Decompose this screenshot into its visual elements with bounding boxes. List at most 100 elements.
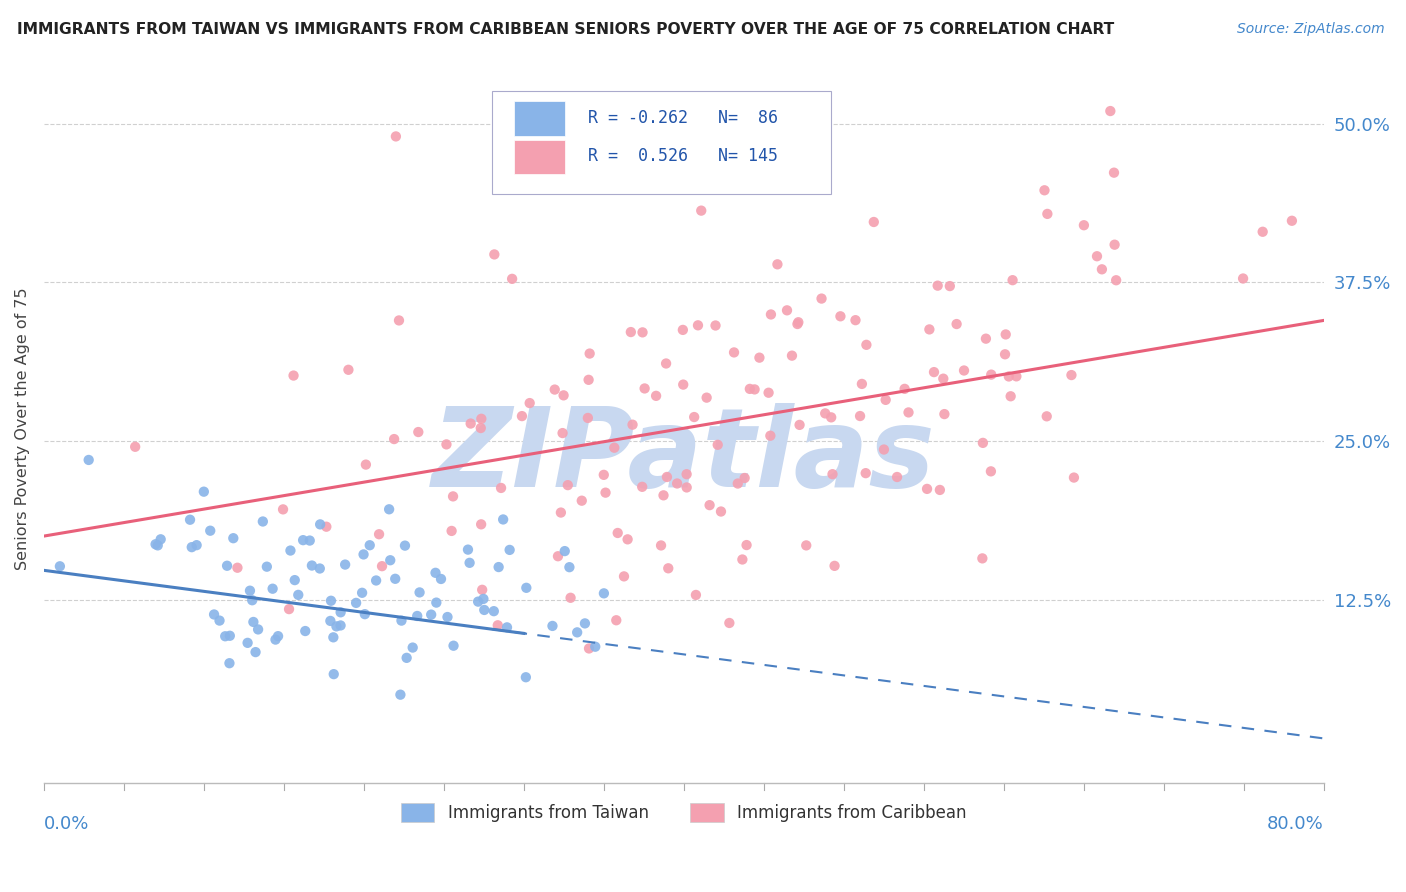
Point	[179, 513, 201, 527]
Point	[980, 368, 1002, 382]
Point	[655, 357, 678, 371]
Point	[325, 619, 347, 633]
Point	[353, 548, 375, 562]
Point	[593, 586, 616, 600]
Point	[606, 526, 628, 541]
Point	[1001, 273, 1024, 287]
Bar	[513, 140, 565, 174]
Point	[994, 327, 1017, 342]
Point	[824, 558, 846, 573]
Point	[402, 640, 425, 655]
Point	[897, 405, 920, 419]
Point	[301, 558, 323, 573]
Point	[430, 572, 453, 586]
Point	[560, 591, 582, 605]
Point	[696, 391, 718, 405]
Point	[344, 596, 367, 610]
Point	[683, 410, 706, 425]
Point	[934, 407, 956, 421]
Point	[443, 639, 465, 653]
Point	[267, 629, 290, 643]
Point	[980, 464, 1002, 478]
Point	[498, 542, 520, 557]
Point	[567, 625, 589, 640]
Point	[489, 481, 512, 495]
Point	[690, 203, 713, 218]
Point	[766, 257, 789, 271]
Point	[932, 372, 955, 386]
Point	[440, 524, 463, 538]
Point	[1035, 409, 1057, 424]
Point	[1000, 389, 1022, 403]
Point	[245, 645, 267, 659]
Point	[457, 542, 479, 557]
Point	[278, 602, 301, 616]
Point	[666, 476, 689, 491]
Point	[939, 279, 962, 293]
Point	[471, 582, 494, 597]
Point	[1102, 166, 1125, 180]
Point	[284, 573, 307, 587]
Point	[583, 640, 606, 654]
Point	[472, 603, 495, 617]
Point	[236, 636, 259, 650]
Point	[1232, 271, 1254, 285]
Point	[1104, 237, 1126, 252]
Text: 80.0%: 80.0%	[1267, 815, 1324, 833]
Point	[218, 657, 240, 671]
Point	[283, 368, 305, 383]
Point	[723, 345, 745, 359]
Point	[322, 667, 344, 681]
Point	[186, 538, 208, 552]
Point	[322, 630, 344, 644]
Point	[247, 623, 270, 637]
Legend: Immigrants from Taiwan, Immigrants from Caribbean: Immigrants from Taiwan, Immigrants from …	[395, 796, 973, 829]
Point	[217, 558, 239, 573]
Point	[605, 613, 627, 627]
Point	[436, 610, 458, 624]
Text: R =  0.526   N= 145: R = 0.526 N= 145	[588, 147, 778, 165]
Point	[256, 559, 278, 574]
Point	[578, 641, 600, 656]
Bar	[513, 102, 565, 136]
Point	[675, 480, 697, 494]
Point	[862, 215, 884, 229]
Point	[652, 488, 675, 502]
Point	[974, 332, 997, 346]
Point	[222, 531, 245, 545]
Point	[470, 411, 492, 425]
Point	[820, 410, 842, 425]
Text: IMMIGRANTS FROM TAIWAN VS IMMIGRANTS FROM CARIBBEAN SENIORS POVERTY OVER THE AGE: IMMIGRANTS FROM TAIWAN VS IMMIGRANTS FRO…	[17, 22, 1114, 37]
Point	[77, 453, 100, 467]
Point	[388, 313, 411, 327]
Point	[488, 560, 510, 574]
Point	[650, 538, 672, 552]
Text: R = -0.262   N=  86: R = -0.262 N= 86	[588, 109, 778, 127]
Point	[657, 561, 679, 575]
Point	[1036, 207, 1059, 221]
Point	[515, 581, 537, 595]
Point	[496, 620, 519, 634]
Point	[821, 467, 844, 482]
Point	[922, 365, 945, 379]
Point	[467, 594, 489, 608]
Point	[915, 482, 938, 496]
Point	[366, 574, 388, 588]
Point	[613, 569, 636, 583]
Point	[621, 417, 644, 432]
Y-axis label: Seniors Poverty Over the Age of 75: Seniors Poverty Over the Age of 75	[15, 287, 30, 570]
Point	[319, 614, 342, 628]
Point	[1099, 103, 1122, 118]
Point	[470, 421, 492, 435]
Point	[337, 363, 360, 377]
Point	[727, 476, 749, 491]
Point	[406, 609, 429, 624]
Point	[240, 593, 263, 607]
Point	[441, 489, 464, 503]
Point	[308, 561, 330, 575]
Point	[329, 605, 352, 619]
Point	[554, 544, 576, 558]
Point	[484, 247, 506, 261]
Point	[1073, 219, 1095, 233]
Point	[333, 558, 356, 572]
